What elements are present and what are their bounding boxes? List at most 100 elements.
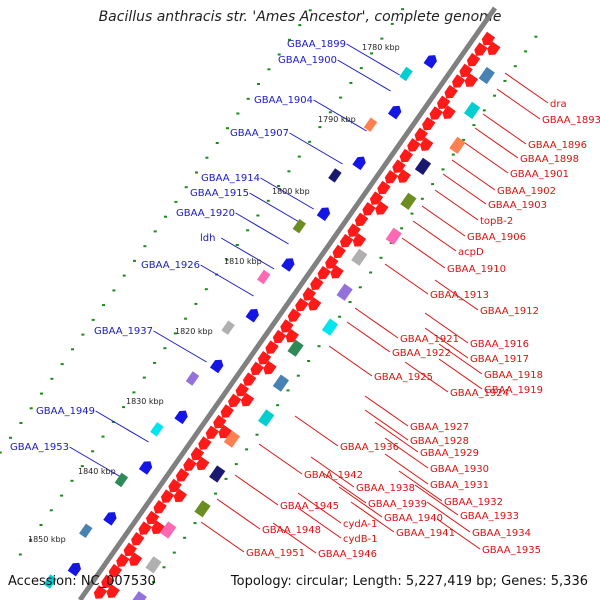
- left-gene-label: GBAA_1937: [94, 326, 153, 337]
- track-dot: [184, 317, 188, 320]
- gene-box: [336, 283, 353, 301]
- track-dot: [441, 168, 445, 171]
- gene-arrow: [302, 287, 317, 301]
- gene-arrow: [138, 521, 152, 535]
- gene-arrow: [285, 328, 299, 343]
- gene-arrow: [354, 212, 369, 227]
- gene-box: [145, 556, 162, 574]
- genome-backbone: [77, 6, 498, 600]
- track-dot: [401, 8, 405, 11]
- track-dot: [193, 522, 197, 525]
- gene-arrow: [128, 552, 143, 566]
- right-gene-label: GBAA_1916: [470, 339, 529, 350]
- right-gene-label: GBAA_1902: [497, 186, 556, 197]
- track-dot: [328, 111, 332, 114]
- gene-box: [292, 218, 307, 234]
- track-dot: [132, 391, 136, 394]
- right-gene-label: cydB-1: [343, 534, 378, 545]
- leader-line: [438, 358, 483, 390]
- track-dot: [431, 183, 435, 186]
- gene-box: [287, 339, 304, 357]
- right-gene-label: GBAA_1896: [528, 140, 587, 151]
- gene-arrow: [123, 542, 137, 557]
- gene-arrow: [464, 73, 479, 87]
- track-dot: [318, 126, 322, 129]
- leader-line: [401, 237, 446, 269]
- track-dot: [472, 124, 476, 127]
- right-gene-label: GBAA_1931: [430, 480, 489, 491]
- gene-box: [272, 374, 290, 392]
- track-dot: [348, 301, 352, 303]
- track-dot: [257, 83, 260, 85]
- leader-line: [412, 220, 457, 252]
- leader-line: [95, 410, 149, 443]
- leader-line: [69, 446, 123, 479]
- track-dot: [18, 553, 22, 556]
- gene-arrow: [414, 127, 428, 142]
- right-gene-label: GBAA_1918: [484, 370, 543, 381]
- track-dot: [317, 345, 321, 348]
- gene-box: [150, 422, 164, 437]
- gene-arrow: [265, 340, 279, 354]
- gene-arrow: [116, 553, 130, 567]
- right-gene-label: GBAA_1922: [392, 348, 451, 359]
- left-gene-label: GBAA_1899: [287, 39, 346, 50]
- leader-line: [313, 99, 367, 132]
- track-dot: [164, 215, 167, 218]
- track-dot: [267, 68, 271, 71]
- track-dot: [308, 9, 312, 12]
- track-dot: [174, 200, 178, 203]
- gene-arrow: [392, 159, 406, 173]
- leader-line: [442, 173, 487, 205]
- right-gene-label: GBAA_1942: [304, 470, 363, 481]
- leader-line: [421, 205, 466, 237]
- track-dot: [194, 302, 198, 305]
- track-dot: [163, 347, 167, 350]
- kbp-tick-label: 1800 kbp: [272, 187, 310, 196]
- kbp-tick-label: 1810 kbp: [224, 257, 262, 266]
- gene-arrow: [106, 584, 120, 598]
- right-gene-label: GBAA_1934: [472, 528, 531, 539]
- track-dot: [153, 230, 157, 233]
- track-dot: [29, 538, 33, 541]
- leader-line: [350, 501, 395, 533]
- leader-line: [404, 361, 449, 393]
- kbp-tick-label: 1820 kbp: [175, 327, 213, 336]
- gene-arrow: [347, 223, 361, 237]
- track-dot: [122, 406, 126, 409]
- track-dot: [370, 52, 374, 55]
- right-gene-label: GBAA_1932: [444, 497, 503, 508]
- left-gene-label: GBAA_1920: [176, 208, 235, 219]
- right-gene-label: topB-2: [480, 216, 513, 227]
- left-gene-label: GBAA_1915: [190, 188, 249, 199]
- track-dot: [183, 536, 187, 539]
- gene-arrow: [407, 138, 421, 152]
- gene-arrow: [235, 382, 249, 397]
- gene-arrow: [145, 510, 160, 525]
- gene-arrow: [101, 574, 115, 589]
- gene-box: [321, 318, 339, 336]
- left-gene-label: GBAA_1907: [230, 128, 289, 139]
- gene-arrow: [198, 436, 212, 450]
- leader-line: [200, 264, 254, 297]
- track-dot: [214, 492, 218, 495]
- track-dot: [245, 448, 249, 451]
- leader-line: [258, 443, 303, 475]
- leader-line: [474, 127, 519, 159]
- track-dot: [91, 450, 95, 453]
- gene-box: [223, 430, 241, 448]
- right-gene-label: GBAA_1935: [482, 545, 541, 556]
- gene-box: [79, 523, 93, 539]
- right-gene-label: GBAA_1912: [480, 306, 539, 317]
- gene-arrow: [399, 148, 414, 163]
- gene-arrow: [325, 255, 339, 269]
- track-dot: [162, 566, 166, 569]
- right-gene-label: GBAA_1906: [467, 232, 526, 243]
- gene-arrow: [93, 585, 108, 599]
- left-gene-label: GBAA_1914: [201, 173, 260, 184]
- gene-arrow: [339, 233, 354, 248]
- right-gene-label: GBAA_1903: [488, 200, 547, 211]
- track-dot: [400, 227, 404, 230]
- right-gene-label: dra: [550, 99, 567, 110]
- gene-box: [258, 409, 275, 427]
